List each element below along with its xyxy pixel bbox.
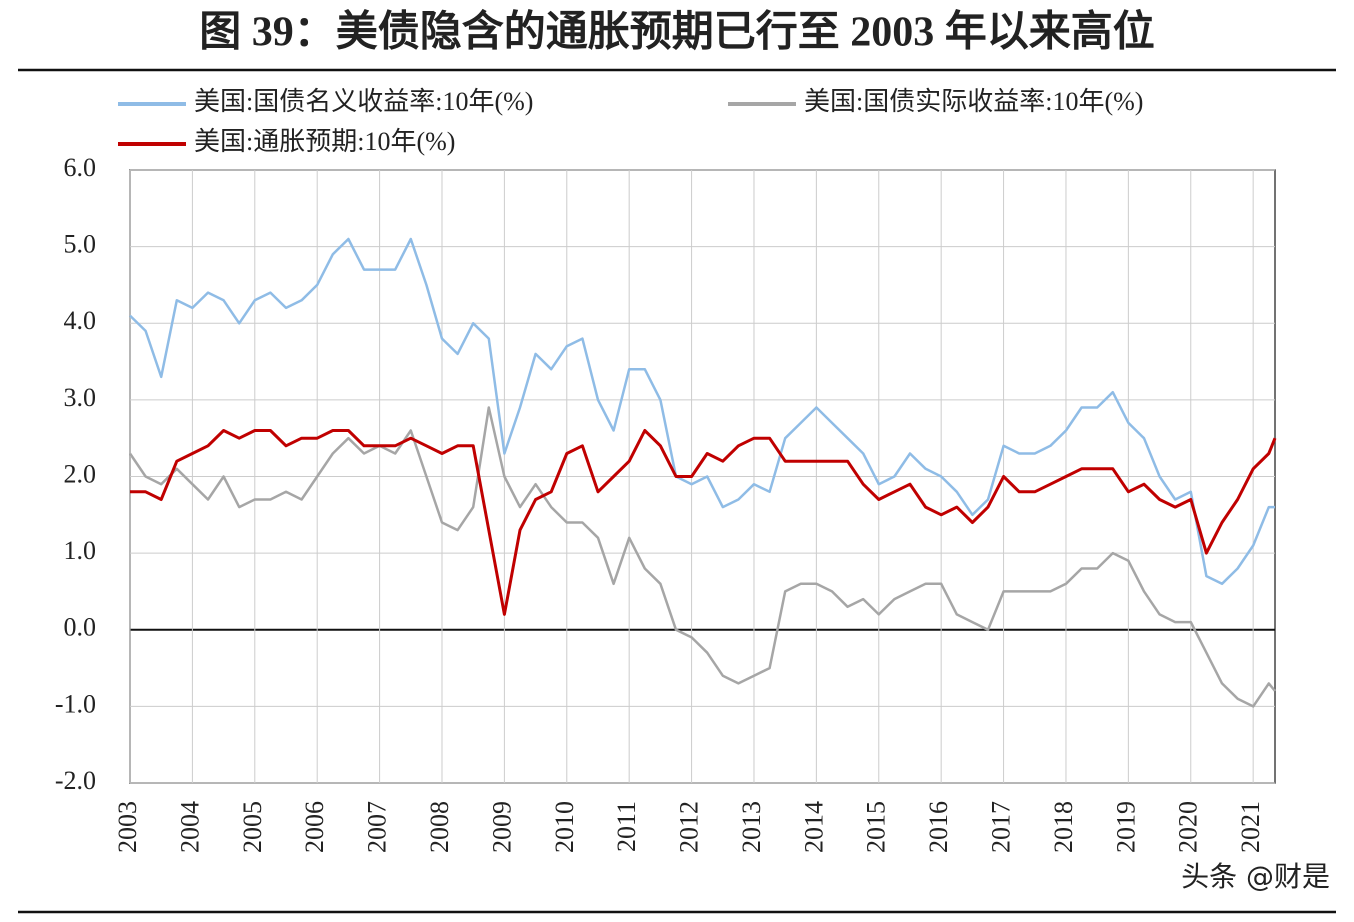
y-tick-label: 5.0: [64, 230, 97, 259]
series-line: [130, 429, 1277, 616]
x-tick-label: 2020: [1174, 801, 1203, 853]
chart-title: 图 39：美债隐含的通胀预期已行至 2003 年以来高位: [199, 9, 1155, 56]
legend-label: 美国:国债实际收益率:10年(%): [804, 87, 1143, 116]
x-tick-label: 2016: [924, 801, 953, 853]
y-tick-label: -1.0: [55, 689, 96, 718]
x-tick-label: 2011: [612, 801, 641, 852]
y-tick-label: 6.0: [64, 153, 97, 182]
x-tick-label: 2005: [238, 801, 267, 853]
y-tick-label: -2.0: [55, 766, 96, 795]
x-tick-label: 2009: [487, 801, 516, 853]
x-tick-label: 2014: [799, 801, 828, 853]
y-tick-label: 3.0: [64, 383, 97, 412]
x-tick-label: 2015: [862, 801, 891, 853]
series-line: [129, 237, 1275, 586]
x-tick-label: 2019: [1111, 801, 1140, 853]
x-tick-label: 2013: [737, 801, 766, 853]
x-tick-label: 2017: [987, 801, 1016, 853]
y-tick-label: 4.0: [64, 306, 97, 335]
x-tick-label: 2007: [363, 801, 392, 853]
x-tick-label: 2018: [1049, 801, 1078, 853]
series-line: [128, 406, 1276, 708]
y-tick-label: 1.0: [64, 536, 97, 565]
y-tick-label: 2.0: [64, 459, 97, 488]
x-tick-label: 2004: [175, 801, 204, 853]
legend-label: 美国:国债名义收益率:10年(%): [194, 87, 533, 116]
x-tick-label: 2012: [675, 801, 704, 853]
x-tick-label: 2008: [425, 801, 454, 853]
watermark: 头条 @财是: [1181, 860, 1330, 893]
x-tick-label: 2003: [113, 801, 142, 853]
legend-label: 美国:通胀预期:10年(%): [194, 127, 455, 156]
x-tick-label: 2021: [1236, 801, 1265, 853]
x-tick-label: 2006: [300, 801, 329, 853]
x-tick-label: 2010: [550, 801, 579, 853]
y-tick-label: 0.0: [64, 613, 97, 642]
